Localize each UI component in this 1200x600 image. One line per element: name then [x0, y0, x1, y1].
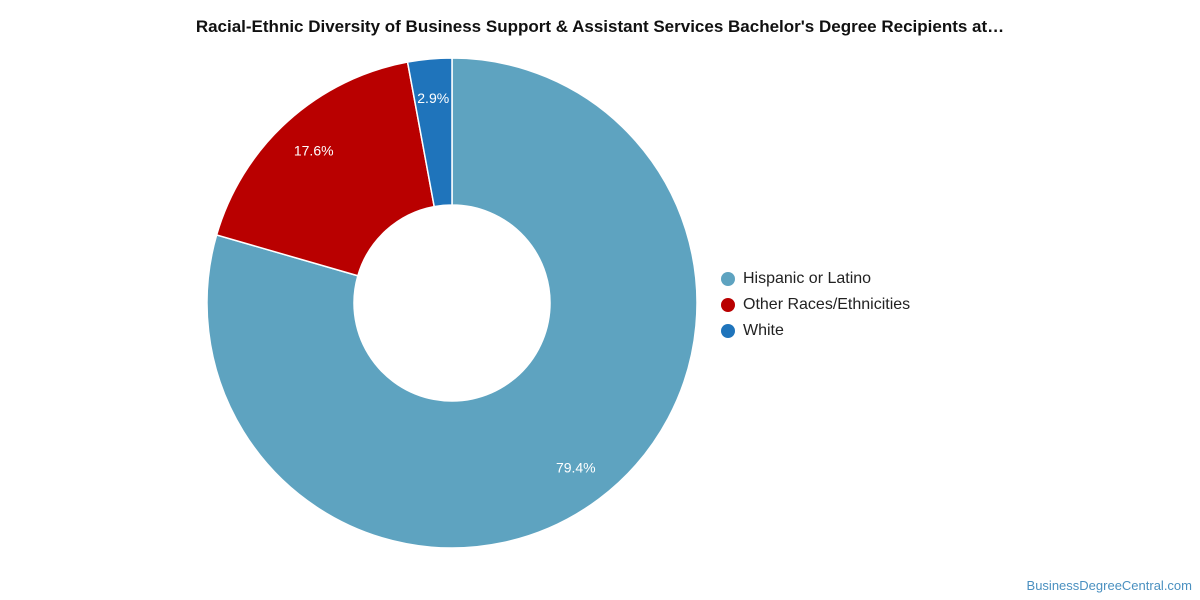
slice-label-other-races-ethnicities: 17.6%: [294, 142, 334, 158]
legend-item-hispanic-or-latino[interactable]: Hispanic or Latino: [721, 266, 910, 292]
legend-swatch-icon: [721, 298, 735, 312]
legend-label: White: [743, 322, 784, 339]
slice-label-white: 2.9%: [417, 90, 449, 106]
chart-title: Racial-Ethnic Diversity of Business Supp…: [195, 17, 1005, 36]
slice-labels: 79.4% 17.6% 2.9%: [294, 90, 596, 476]
donut-slices: [206, 57, 698, 549]
legend-label: Other Races/Ethnicities: [743, 296, 911, 313]
legend-swatch-icon: [721, 324, 735, 338]
slice-other-races-ethnicities[interactable]: [215, 61, 436, 277]
watermark[interactable]: BusinessDegreeCentral.com: [1026, 578, 1192, 593]
legend-item-other-races-ethnicities[interactable]: Other Races/Ethnicities: [721, 292, 910, 318]
legend: Hispanic or Latino Other Races/Ethnicitie…: [721, 266, 910, 344]
slice-hispanic-or-latino[interactable]: [206, 57, 698, 549]
legend-swatch-icon: [721, 272, 735, 286]
slice-label-hispanic-or-latino: 79.4%: [556, 460, 596, 476]
slice-white[interactable]: [406, 57, 453, 208]
legend-label: Hispanic or Latino: [743, 270, 872, 287]
legend-item-white[interactable]: White: [721, 318, 910, 344]
